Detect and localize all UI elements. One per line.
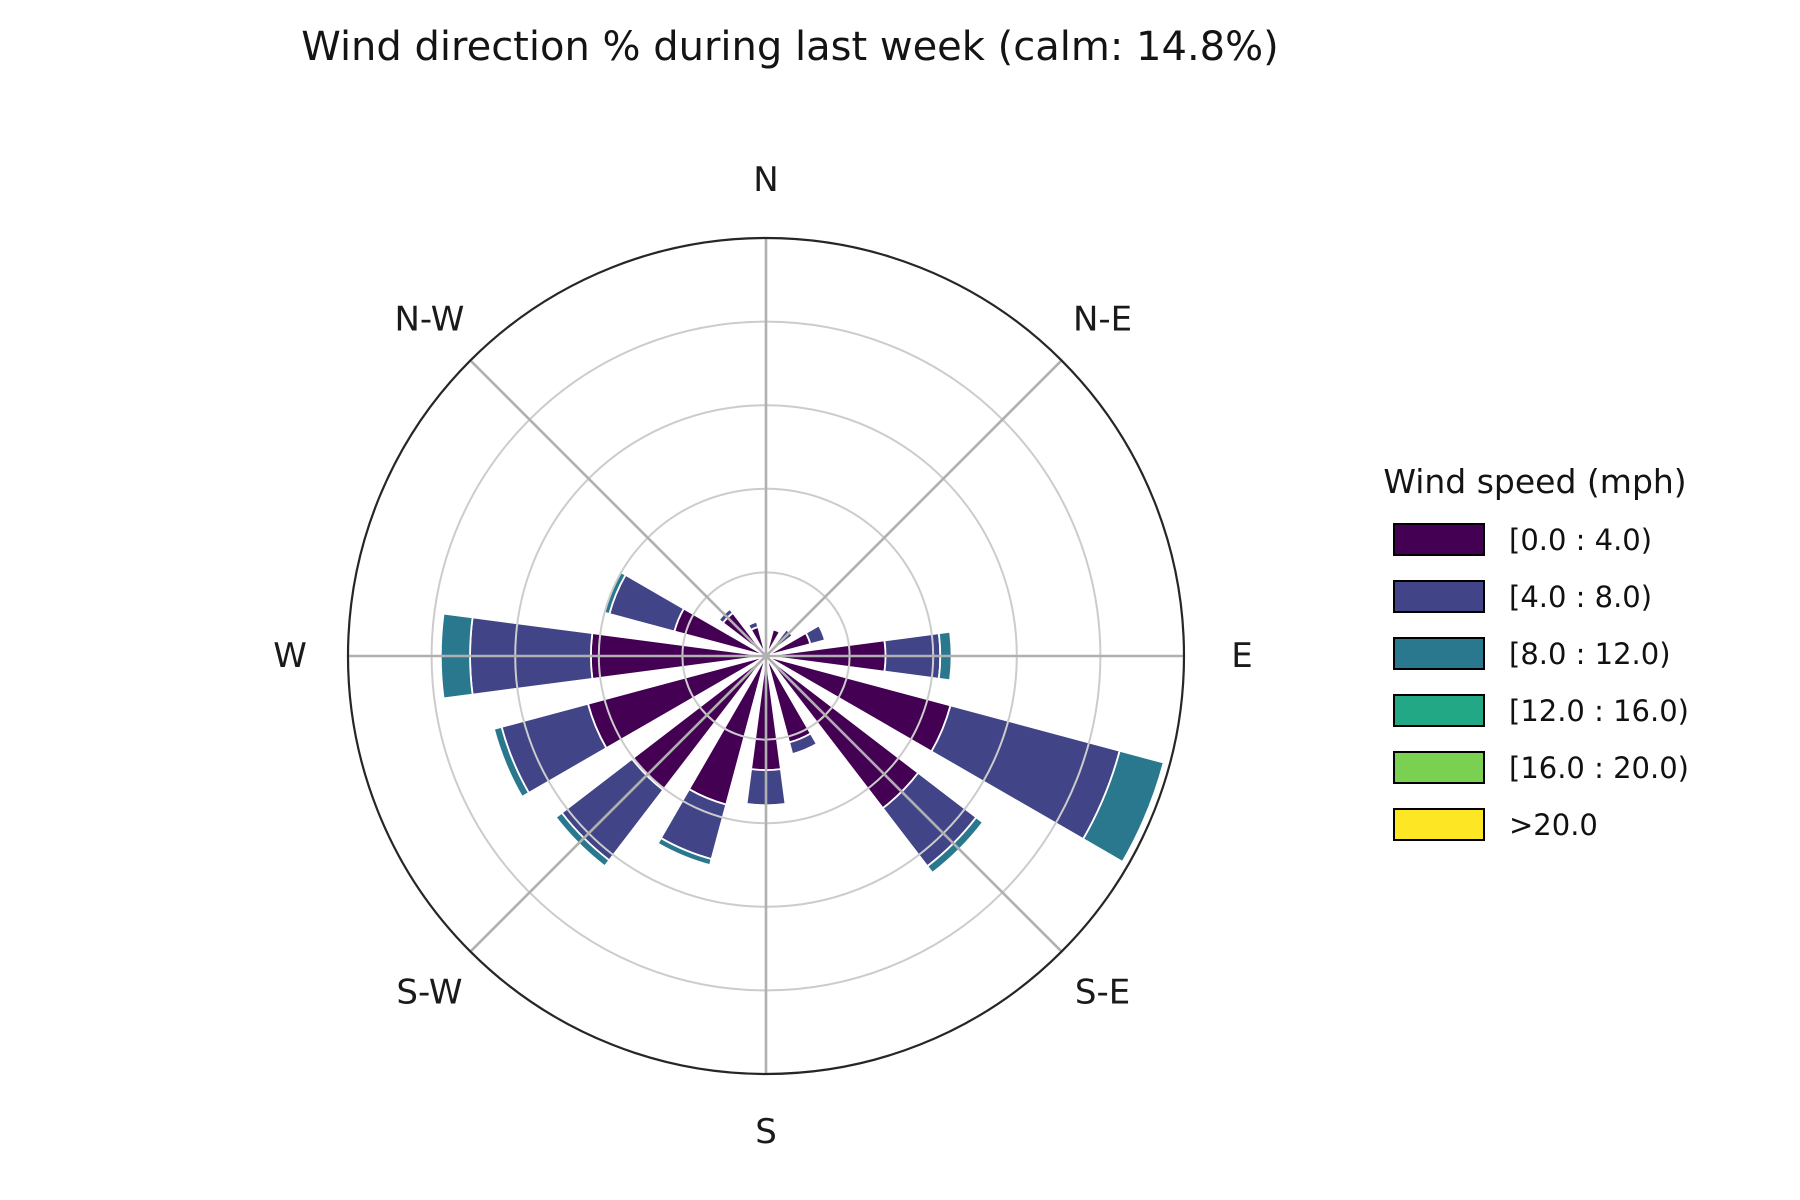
petal-ene-bin1 — [804, 624, 826, 645]
legend-entry: [16.0 : 20.0) — [1365, 739, 1725, 796]
direction-label-e: E — [1231, 636, 1252, 676]
legend-entry-label: [0.0 : 4.0) — [1509, 522, 1653, 557]
legend-entry-label: [16.0 : 20.0) — [1509, 750, 1689, 785]
direction-label-s: S — [755, 1112, 777, 1152]
petal-ese-bin2 — [1082, 749, 1165, 863]
legend-swatch — [1393, 523, 1485, 556]
polar-outline — [346, 236, 1186, 1076]
angular-gridline — [469, 359, 1063, 953]
direction-label-n-w: N-W — [394, 299, 464, 339]
direction-label-s-e: S-E — [1075, 973, 1130, 1013]
legend-entry-label: >20.0 — [1509, 807, 1598, 842]
chart-title: Wind direction % during last week (calm:… — [301, 24, 1279, 70]
legend-swatch — [1393, 637, 1485, 670]
legend-entry-label: [12.0 : 16.0) — [1509, 693, 1689, 728]
legend-entry: >20.0 — [1365, 796, 1725, 853]
direction-label-s-w: S-W — [396, 973, 462, 1013]
legend-title: Wind speed (mph) — [1383, 462, 1687, 501]
legend-entry: [0.0 : 4.0) — [1365, 511, 1725, 568]
legend-entry-label: [4.0 : 8.0) — [1509, 579, 1653, 614]
legend-entry: [8.0 : 12.0) — [1365, 625, 1725, 682]
legend-swatch — [1393, 694, 1485, 727]
petal-wsw-bin2 — [492, 725, 530, 798]
direction-label-w: W — [273, 636, 307, 676]
direction-label-n: N — [753, 160, 778, 200]
legend-entry: [12.0 : 16.0) — [1365, 682, 1725, 739]
legend: Wind speed (mph) [0.0 : 4.0) [4.0 : 8.0)[… — [1365, 462, 1725, 853]
direction-label-n-e: N-E — [1073, 299, 1132, 339]
legend-swatch — [1393, 751, 1485, 784]
legend-entry-label: [8.0 : 12.0) — [1509, 636, 1671, 671]
legend-swatch — [1393, 808, 1485, 841]
petal-nne-bin0 — [765, 628, 781, 657]
petal-sse-bin1 — [788, 732, 818, 756]
legend-entry: [4.0 : 8.0) — [1365, 568, 1725, 625]
legend-swatch — [1393, 580, 1485, 613]
petal-nnw-bin1 — [747, 620, 760, 631]
legend-rows: [0.0 : 4.0) [4.0 : 8.0) [8.0 : 12.0) [12.0 … — [1365, 511, 1725, 853]
petal-ssw-bin2 — [656, 837, 713, 867]
